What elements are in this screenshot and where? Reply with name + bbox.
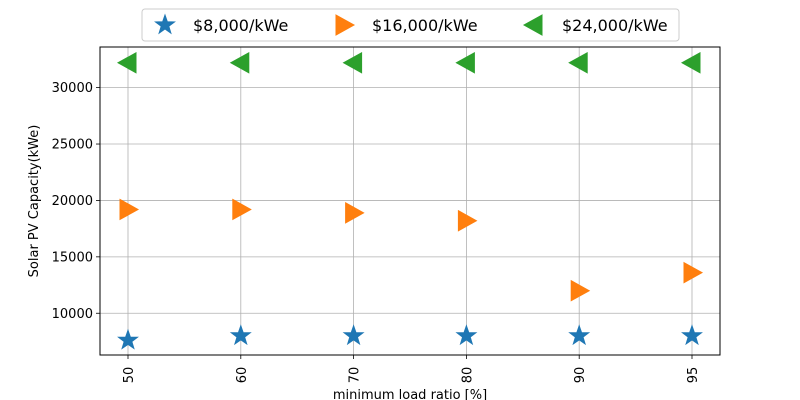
y-tick-label: 25000 <box>52 138 93 153</box>
x-axis-label: minimum load ratio [%] <box>333 388 487 400</box>
data-point <box>345 201 365 224</box>
legend-marker <box>154 13 176 35</box>
x-tick-label: 60 <box>235 367 250 384</box>
legend-box <box>141 8 680 42</box>
data-point <box>229 324 252 346</box>
data-point <box>457 209 478 232</box>
y-tick-label: 30000 <box>52 81 93 96</box>
x-tick-label: 90 <box>573 367 588 384</box>
legend-entry: $8,000/kWe <box>193 16 288 35</box>
data-point <box>455 51 475 74</box>
data-point <box>568 324 591 346</box>
data-points <box>116 51 704 350</box>
x-tick-label: 50 <box>122 367 137 384</box>
legend-marker <box>335 14 356 36</box>
data-point <box>342 324 365 346</box>
x-tick-label: 70 <box>348 367 363 384</box>
data-point <box>455 324 478 346</box>
y-axis-label: Solar PV Capacity(kWe) <box>27 125 42 278</box>
legend-entry: $24,000/kWe <box>562 16 668 35</box>
data-point <box>342 51 363 74</box>
data-point <box>232 198 252 221</box>
data-point <box>683 261 704 284</box>
data-point <box>116 51 137 74</box>
data-point <box>119 198 140 221</box>
y-tick-label: 20000 <box>52 194 93 209</box>
axis-ticks: 50 60 70 80 90 95 10000 15000 20000 25000 30000 <box>52 81 701 383</box>
y-tick-label: 10000 <box>52 307 93 322</box>
data-point <box>681 324 703 346</box>
legend-marker <box>522 14 543 36</box>
data-point <box>568 51 588 74</box>
data-point <box>229 51 250 74</box>
x-tick-label: 80 <box>460 367 475 384</box>
x-tick-label: 95 <box>686 367 701 384</box>
plot-area-frame <box>99 46 721 356</box>
data-point <box>570 279 591 302</box>
data-point <box>117 328 139 350</box>
legend: $8,000/kWe $16,000/kWe $24,000/kWe <box>141 8 680 42</box>
data-point <box>680 51 701 74</box>
legend-entry: $16,000/kWe <box>372 16 478 35</box>
grid-lines <box>100 47 720 355</box>
y-tick-label: 15000 <box>52 250 93 265</box>
